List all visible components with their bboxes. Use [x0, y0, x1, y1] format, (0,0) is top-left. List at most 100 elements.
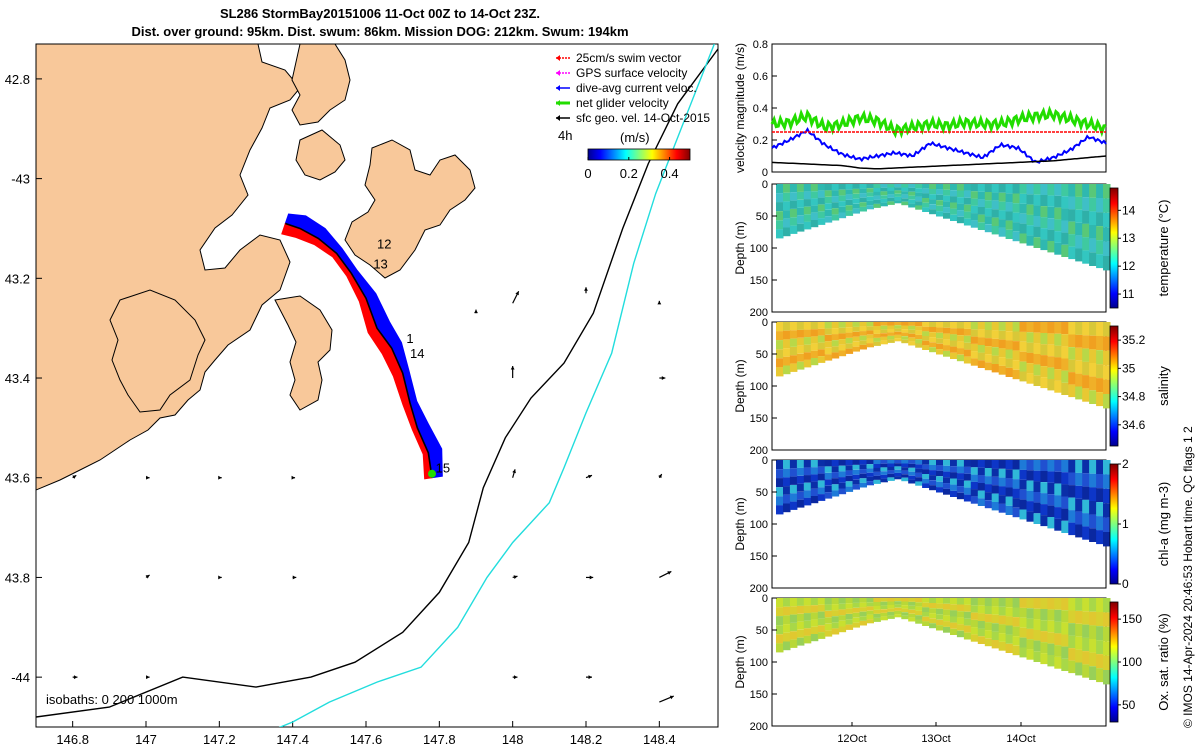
- heatmap-cell: [810, 612, 819, 620]
- heatmap-cell: [970, 198, 979, 206]
- heatmap-cell: [1068, 472, 1076, 485]
- heatmap-cell: [845, 348, 854, 354]
- heatmap-cell: [776, 220, 784, 230]
- heatmap-cell: [796, 207, 805, 216]
- heatmap-cell: [1054, 656, 1062, 669]
- heatmap-cell: [852, 469, 860, 475]
- heatmap-cell: [789, 614, 798, 623]
- heatmap-cell: [1096, 516, 1104, 531]
- heatmap-cell: [998, 192, 1007, 202]
- heatmap-cell: [880, 471, 888, 475]
- heatmap-cell: [776, 505, 784, 515]
- heatmap-cell: [963, 604, 972, 612]
- heatmap-cell: [803, 605, 812, 614]
- heatmap-cell: [817, 611, 826, 619]
- heatmap-cell: [1082, 237, 1090, 251]
- heatmap-cell: [1061, 370, 1069, 383]
- heatmap-cell: [789, 631, 798, 640]
- heatmap-cell: [998, 468, 1007, 478]
- heatmap-cell: [977, 207, 986, 215]
- heatmap-cell: [838, 465, 847, 472]
- heatmap-cell: [1026, 618, 1034, 629]
- heatmap-cell: [1082, 348, 1090, 362]
- heatmap-cell: [970, 474, 979, 482]
- heatmap-cell: [1096, 488, 1104, 503]
- depth-axis-label: Depth (m): [733, 635, 747, 688]
- heatmap-cell: [1026, 225, 1034, 236]
- heatmap-cell: [1012, 341, 1021, 351]
- legend-label: net glider velocity: [576, 96, 669, 110]
- colorbar-prefix: 4h: [558, 128, 572, 143]
- time-axis: 12Oct 13Oct 14Oct: [837, 722, 1036, 745]
- heatmap-cell: [929, 623, 937, 629]
- heatmap-cell: [1096, 184, 1104, 198]
- heatmap-cell: [810, 198, 819, 206]
- heatmap-cell: [1026, 235, 1034, 246]
- heatmap-cell: [1033, 375, 1041, 386]
- heatmap-cell: [1040, 366, 1048, 378]
- heatmap-cell: [1082, 611, 1090, 625]
- heatmap-cell: [943, 184, 951, 190]
- heatmap-cell: [970, 205, 979, 214]
- heatmap-cell: [1061, 658, 1069, 671]
- heatmap-cell: [831, 628, 840, 635]
- heatmap-cell: [922, 616, 930, 622]
- heatmap-cell: [810, 358, 819, 366]
- heatmap-cell: [922, 469, 930, 474]
- heatmap-cell: [783, 192, 791, 202]
- heatmap-cell: [984, 208, 993, 217]
- heatmap-cell: [1033, 354, 1041, 365]
- sfc-vector: [146, 475, 150, 480]
- heatmap-cell: [943, 327, 951, 334]
- heatmap-cell: [817, 211, 826, 219]
- heatmap-cell: [803, 359, 812, 368]
- heatmap-cell: [796, 223, 805, 232]
- heatmap-cell: [776, 184, 784, 194]
- heatmap-cell: [838, 350, 847, 357]
- heatmap-cell: [880, 184, 888, 188]
- map-x-tick-label: 148: [502, 732, 524, 747]
- heatmap-cell: [803, 598, 812, 606]
- heatmap-cell: [977, 498, 986, 506]
- heatmap-cell: [1068, 610, 1076, 623]
- heatmap-cell: [915, 343, 923, 348]
- sfc-vector-head: [667, 571, 672, 575]
- heatmap-cell: [956, 617, 965, 625]
- heatmap-cell: [866, 326, 874, 331]
- heatmap-cell: [922, 474, 930, 479]
- heatmap-cell: [880, 460, 888, 464]
- heatmap-cell: [908, 605, 916, 610]
- sfc-vector-head: [145, 575, 150, 579]
- heatmap-cell: [963, 190, 972, 198]
- heatmap-cell: [1103, 655, 1111, 670]
- heatmap-cell: [845, 194, 854, 200]
- heatmap-cell: [1103, 532, 1111, 547]
- heatmap-cell: [963, 480, 972, 488]
- map-x-tick-label: 146.8: [56, 732, 89, 747]
- heatmap-cell: [880, 198, 888, 203]
- heatmap-cell: [1005, 478, 1014, 488]
- heatmap-colorbar: [1109, 463, 1119, 585]
- heatmap-cell: [838, 488, 847, 495]
- heatmap-cell: [1082, 375, 1090, 389]
- heatmap-cell: [977, 460, 986, 468]
- heatmap-cell: [824, 216, 833, 223]
- heatmap-cell: [956, 479, 965, 487]
- heatmap-cell: [873, 337, 881, 342]
- heatmap-cell: [1040, 239, 1048, 251]
- legend-label: 25cm/s swim vector: [576, 51, 681, 65]
- heatmap-cell: [887, 187, 895, 191]
- heatmap-cell: [1005, 331, 1014, 341]
- heatmap-cell: [887, 201, 895, 205]
- heatmap-cell: [1096, 460, 1104, 474]
- heatmap-cell: [901, 601, 909, 605]
- heatmap-cell: [922, 331, 930, 336]
- heatmap-cell: [789, 468, 798, 477]
- heatmap-cell: [1033, 194, 1041, 206]
- heatmap-cell: [1061, 196, 1069, 209]
- heatmap-cell: [824, 190, 833, 197]
- heatmap-cell: [1103, 474, 1111, 489]
- heatmap-cell: [783, 339, 791, 349]
- heatmap-cell: [810, 481, 819, 489]
